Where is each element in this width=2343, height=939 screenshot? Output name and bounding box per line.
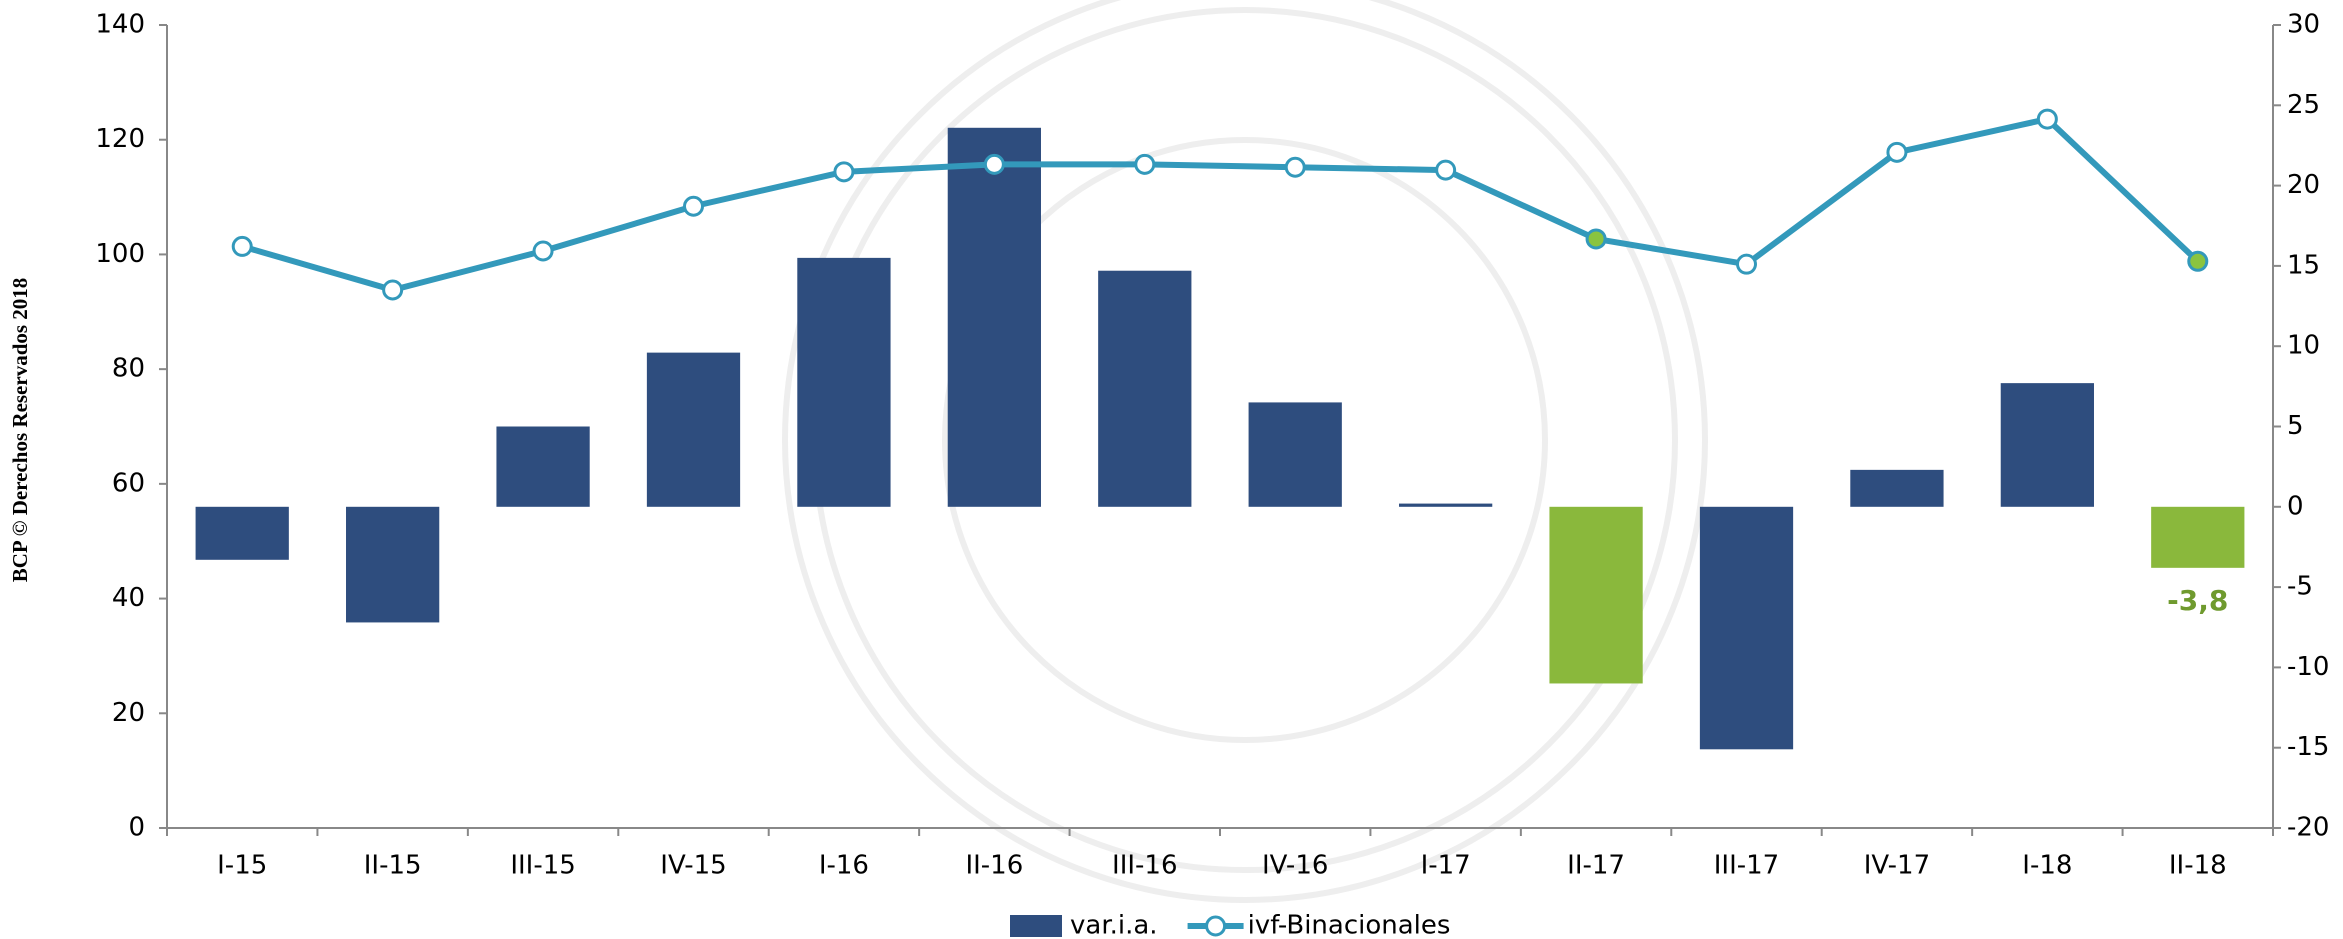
x-tick-label: III-15	[510, 851, 575, 881]
x-tick-label: I-15	[217, 851, 267, 881]
y-tick-label: 60	[112, 468, 145, 498]
legend-label: ivf-Binacionales	[1248, 911, 1451, 939]
bar	[1248, 402, 1342, 507]
y2-tick-label: -15	[2287, 732, 2329, 762]
side-note: BCP © Derechos Reservados 2018	[8, 278, 32, 583]
watermark	[782, 0, 1708, 903]
marker	[683, 195, 704, 217]
y2-tick-label: 25	[2287, 90, 2320, 120]
marker	[1886, 141, 1908, 163]
x-tick-label: II-18	[2169, 851, 2227, 881]
marker	[983, 153, 1005, 175]
bar	[1098, 270, 1192, 507]
y2-tick-label: 15	[2287, 250, 2320, 280]
y2-tick-label: 5	[2287, 411, 2304, 441]
line	[241, 116, 2200, 293]
bar	[1549, 506, 1643, 684]
x-tick-label: I-18	[2022, 851, 2072, 881]
x-tick-label: II-16	[965, 851, 1023, 881]
y2-tick-label: 30	[2287, 10, 2320, 40]
marker	[1435, 159, 1457, 181]
bar	[947, 127, 1041, 507]
legend-label: var.i.a.	[1070, 911, 1158, 939]
bar	[1850, 469, 1944, 507]
y-tick-label: 140	[95, 10, 145, 40]
y2-tick-label: -10	[2287, 652, 2329, 682]
y-tick-label: 120	[95, 124, 145, 154]
y2-tick-label: 20	[2287, 170, 2320, 200]
bar	[797, 257, 891, 507]
bar	[2000, 383, 2094, 507]
bar	[496, 426, 590, 507]
y-tick-label: 20	[112, 698, 145, 728]
bar	[2151, 506, 2245, 568]
x-tick-label: II-15	[364, 851, 422, 881]
bar	[1699, 506, 1794, 750]
bar	[346, 506, 440, 623]
legend-swatch	[1010, 915, 1062, 937]
x-tick-label: II-17	[1567, 851, 1625, 881]
bar	[646, 352, 741, 507]
bar	[1399, 503, 1493, 507]
x-tick-label: IV-17	[1864, 851, 1930, 881]
y-tick-label: 40	[112, 583, 145, 613]
marker	[532, 240, 554, 262]
x-tick-label: III-16	[1112, 851, 1177, 881]
value-label: -3,8	[2167, 584, 2228, 617]
x-tick-label: IV-16	[1262, 851, 1328, 881]
y-tick-label: 0	[128, 813, 145, 843]
marker	[382, 279, 404, 301]
y2-tick-label: 10	[2287, 331, 2320, 361]
y2-tick-label: 0	[2287, 491, 2304, 521]
x-tick-label: I-17	[1421, 851, 1471, 881]
x-tick-label: IV-15	[660, 851, 726, 881]
marker	[2036, 108, 2058, 130]
x-tick-label: III-17	[1714, 851, 1779, 881]
marker	[1585, 228, 1607, 250]
y-tick-label: 100	[95, 239, 145, 269]
marker	[2187, 250, 2209, 272]
marker	[231, 235, 253, 257]
y2-tick-label: -20	[2287, 813, 2329, 843]
x-tick-label: I-16	[819, 851, 869, 881]
marker	[1736, 253, 1757, 275]
bar	[195, 506, 289, 560]
y2-tick-label: -5	[2287, 572, 2313, 602]
marker	[833, 161, 855, 183]
marker	[1134, 153, 1156, 175]
y-tick-label: 80	[112, 354, 145, 384]
legend-swatch	[1205, 915, 1227, 937]
marker	[1284, 156, 1306, 178]
